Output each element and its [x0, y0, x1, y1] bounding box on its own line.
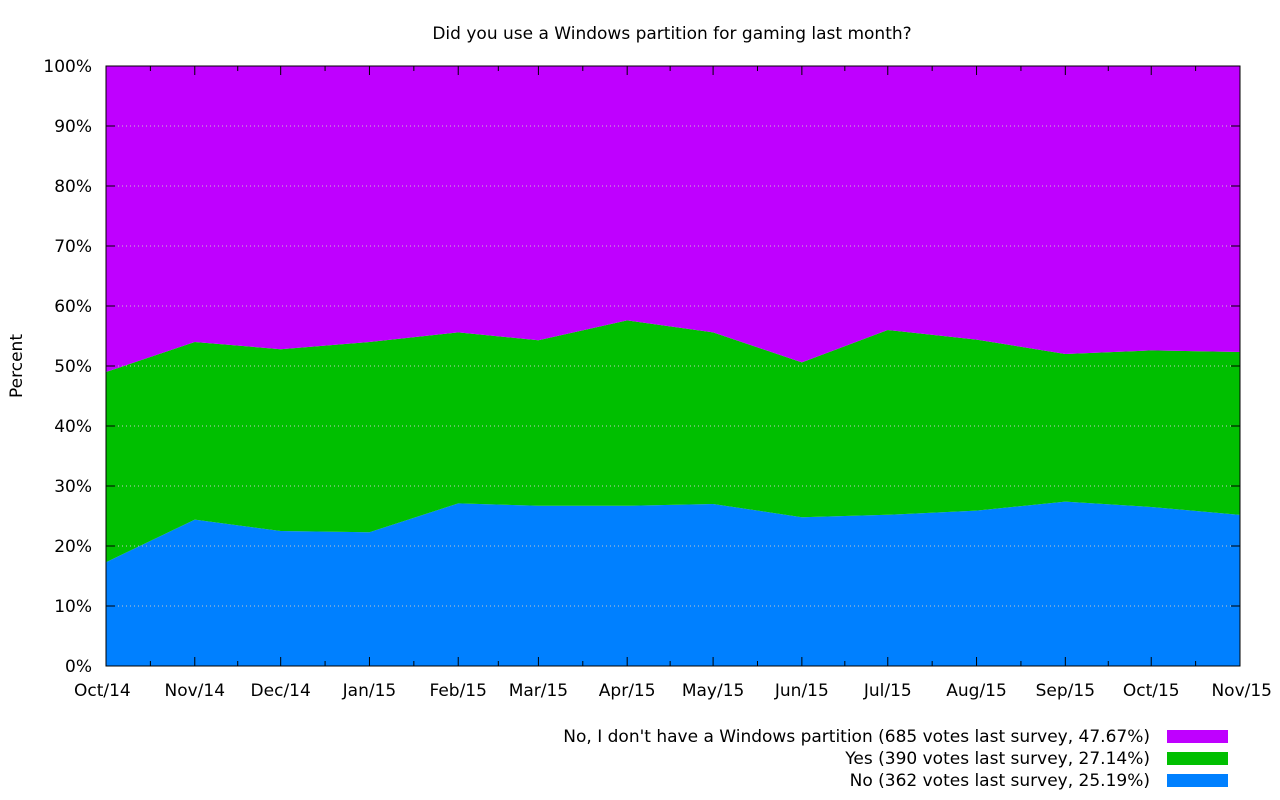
legend: No, I don't have a Windows partition (68… — [563, 727, 1228, 791]
legend-label: No (362 votes last survey, 25.19%) — [850, 771, 1150, 791]
y-tick-label: 100% — [43, 57, 92, 77]
x-tick-label: Nov/14 — [164, 681, 225, 701]
x-tick-label: Apr/15 — [599, 681, 656, 701]
series-areas — [106, 66, 1240, 666]
x-tick-label: Dec/14 — [251, 681, 311, 701]
y-tick-label: 90% — [54, 117, 92, 137]
legend-label: Yes (390 votes last survey, 27.14%) — [844, 749, 1150, 769]
y-axis-ticks: 0% 10% 20% 30% 40% 50% 60% 70% 80% 90% 100% — [43, 57, 1240, 677]
series-area-3 — [106, 66, 1240, 372]
legend-swatch — [1167, 774, 1228, 787]
y-tick-label: 80% — [54, 177, 92, 197]
x-tick-label: Jul/15 — [863, 681, 912, 701]
x-tick-label: Oct/15 — [1123, 681, 1180, 701]
y-tick-label: 50% — [54, 357, 92, 377]
chart-title: Did you use a Windows partition for gami… — [432, 24, 911, 44]
series-area-2 — [106, 320, 1240, 563]
x-tick-label: May/15 — [682, 681, 745, 701]
series-area-1 — [106, 501, 1240, 666]
x-axis-ticks: Oct/14 Nov/14 Dec/14 Jan/15 Feb/15 Mar/15 Apr/… — [74, 66, 1272, 701]
y-tick-label: 40% — [54, 417, 92, 437]
y-axis-label: Percent — [7, 334, 27, 398]
y-tick-label: 70% — [54, 237, 92, 257]
legend-swatch — [1167, 730, 1228, 743]
gridlines — [106, 125, 1240, 607]
x-tick-label: Jan/15 — [342, 681, 397, 701]
x-tick-label: Jun/15 — [774, 681, 829, 701]
y-tick-label: 0% — [65, 657, 92, 677]
y-tick-label: 60% — [54, 297, 92, 317]
x-tick-label: Nov/15 — [1211, 681, 1272, 701]
y-tick-label: 30% — [54, 477, 92, 497]
legend-label: No, I don't have a Windows partition (68… — [563, 727, 1150, 747]
x-tick-label: Sep/15 — [1036, 681, 1095, 701]
x-tick-label: Aug/15 — [946, 681, 1007, 701]
y-tick-label: 10% — [54, 597, 92, 617]
x-tick-label: Mar/15 — [509, 681, 568, 701]
x-tick-label: Feb/15 — [429, 681, 486, 701]
legend-swatch — [1167, 752, 1228, 765]
x-tick-label: Oct/14 — [74, 681, 131, 701]
y-tick-label: 20% — [54, 537, 92, 557]
